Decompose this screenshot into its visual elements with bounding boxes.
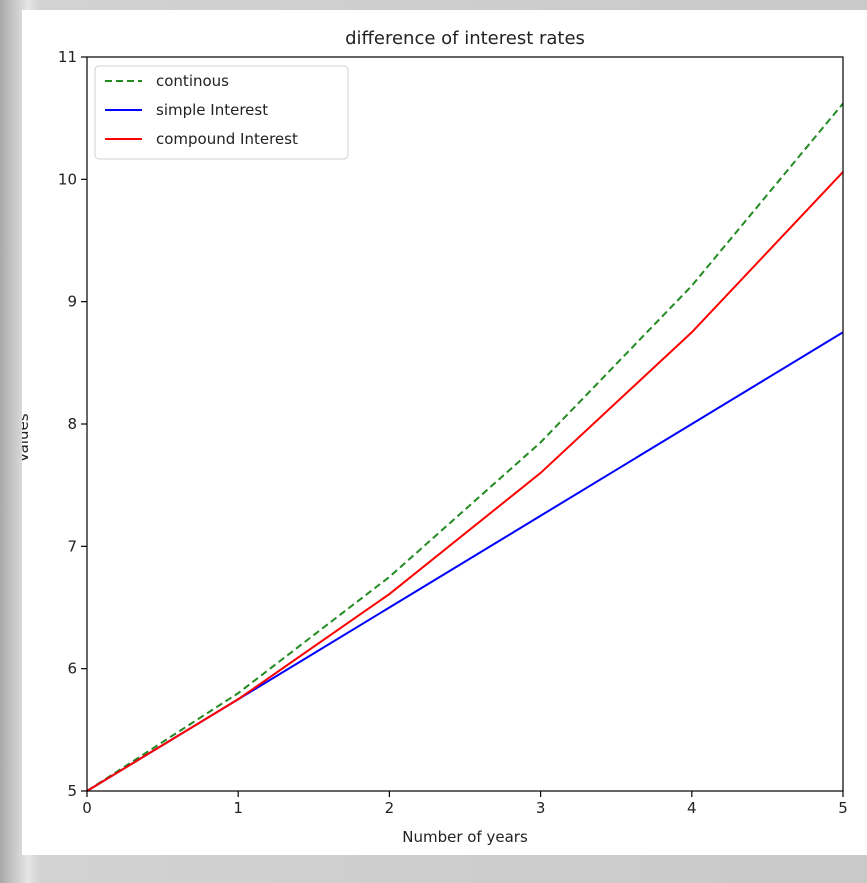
x-tick-label-4: 4 <box>687 799 697 817</box>
x-tick-label-0: 0 <box>82 799 92 817</box>
y-tick-label-6: 11 <box>58 48 77 66</box>
x-tick-label-5: 5 <box>838 799 848 817</box>
legend-label-0: continous <box>156 72 229 90</box>
series-layer <box>86 102 844 792</box>
series-line-0 <box>86 102 844 792</box>
legend-label-1: simple Interest <box>156 101 268 119</box>
figure-canvas: difference of interest rates 0 1 2 3 4 5 5 6 7 8 9… <box>22 10 867 855</box>
tick-layer: 0 1 2 3 4 5 5 6 7 8 9 10 11 <box>58 48 848 817</box>
x-tick-label-2: 2 <box>385 799 395 817</box>
x-tick-label-1: 1 <box>233 799 243 817</box>
y-tick-label-2: 7 <box>67 537 77 555</box>
line-chart: difference of interest rates 0 1 2 3 4 5 5 6 7 8 9… <box>22 28 848 846</box>
y-tick-label-3: 8 <box>67 415 77 433</box>
y-tick-label-1: 6 <box>67 660 77 678</box>
y-tick-label-5: 10 <box>58 170 77 188</box>
legend-label-2: compound Interest <box>156 130 298 148</box>
legend: continous simple Interest compound Interes… <box>94 65 349 160</box>
plot-area-background <box>87 57 843 791</box>
y-tick-label-0: 5 <box>67 782 77 800</box>
chart-title: difference of interest rates <box>345 28 585 49</box>
y-tick-label-4: 9 <box>67 293 77 311</box>
y-axis-label: Values <box>22 413 32 462</box>
series-line-2 <box>86 171 844 792</box>
x-tick-label-3: 3 <box>536 799 546 817</box>
legend-box <box>94 65 349 160</box>
x-axis-label: Number of years <box>402 828 528 846</box>
